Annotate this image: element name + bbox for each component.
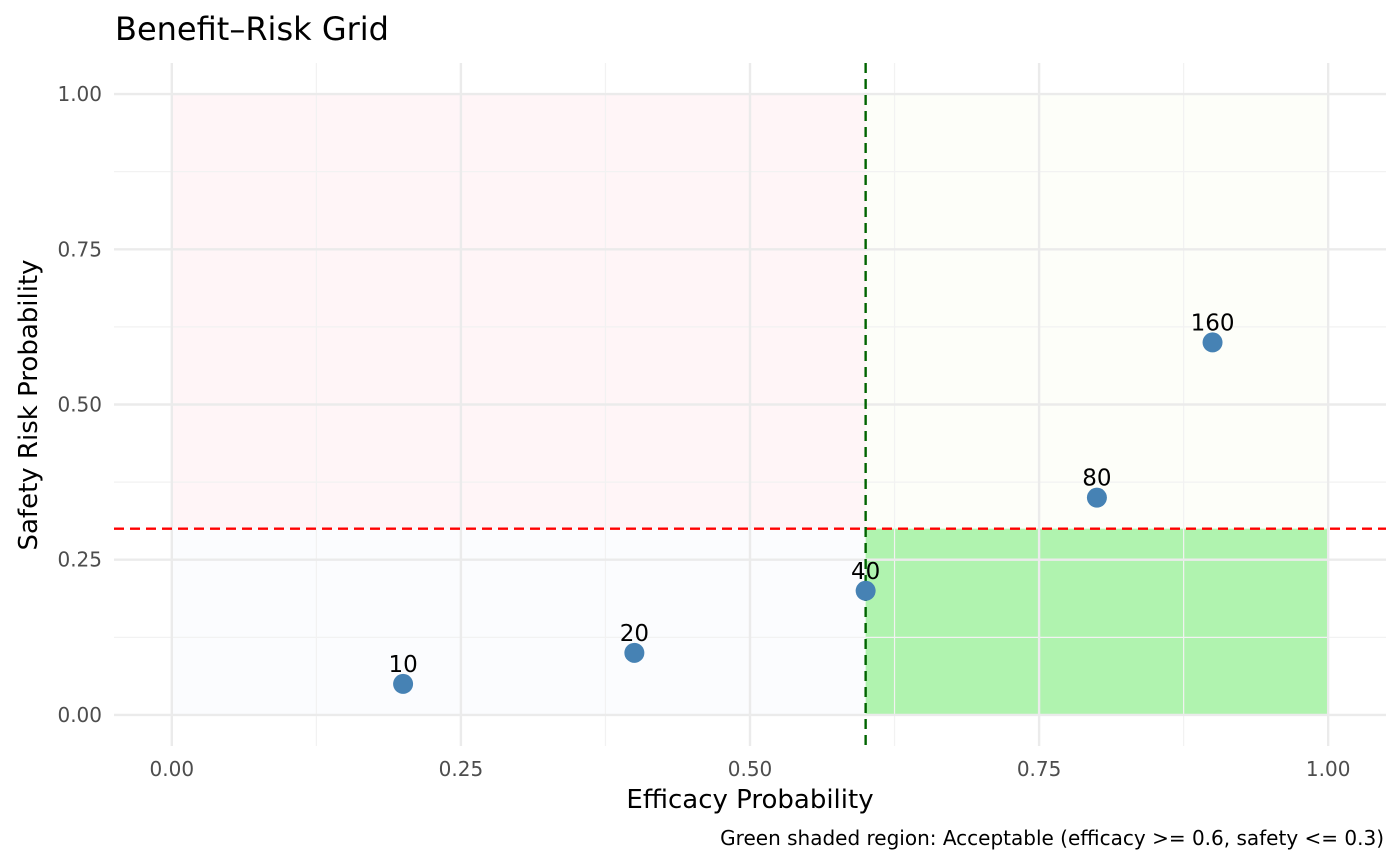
y-tick-label: 0.75 [57, 237, 102, 261]
y-tick-label: 0.25 [57, 548, 102, 572]
data-point [393, 673, 414, 694]
x-tick-label: 0.50 [728, 757, 773, 781]
chart-title: Benefit–Risk Grid [115, 10, 389, 48]
point-label: 160 [1191, 310, 1235, 336]
region-acceptable [865, 528, 1329, 715]
region-low-risk-low-efficacy [171, 528, 866, 715]
y-tick-label: 1.00 [57, 82, 102, 106]
point-label: 40 [851, 559, 880, 585]
data-point [1086, 487, 1107, 508]
grid-lines [114, 63, 1386, 746]
data-point [1202, 332, 1223, 353]
threshold-lines [114, 63, 1386, 746]
data-point [855, 580, 876, 601]
y-tick-label: 0.00 [57, 703, 102, 727]
x-tick-label: 1.00 [1306, 757, 1351, 781]
x-tick-label: 0.00 [150, 757, 195, 781]
data-point [624, 642, 645, 663]
y-tick-label: 0.50 [57, 393, 102, 417]
x-tick-label: 0.75 [1017, 757, 1062, 781]
point-label: 10 [388, 652, 417, 678]
region-high-risk-high-efficacy [865, 94, 1329, 529]
y-axis-title: Safety Risk Probability [14, 259, 44, 550]
point-label: 20 [620, 621, 649, 647]
x-tick-label: 0.25 [439, 757, 484, 781]
region-high-risk-low-efficacy [171, 94, 866, 529]
x-axis-ticks: 0.00 0.25 0.50 0.75 1.00 [150, 757, 1351, 781]
y-axis-ticks: 0.00 0.25 0.50 0.75 1.00 [57, 82, 102, 727]
chart-caption: Green shaded region: Acceptable (efficac… [720, 826, 1384, 850]
point-label: 80 [1082, 466, 1111, 492]
data-points: 10 20 40 80 160 [388, 310, 1234, 694]
x-axis-title: Efficacy Probability [626, 785, 873, 815]
